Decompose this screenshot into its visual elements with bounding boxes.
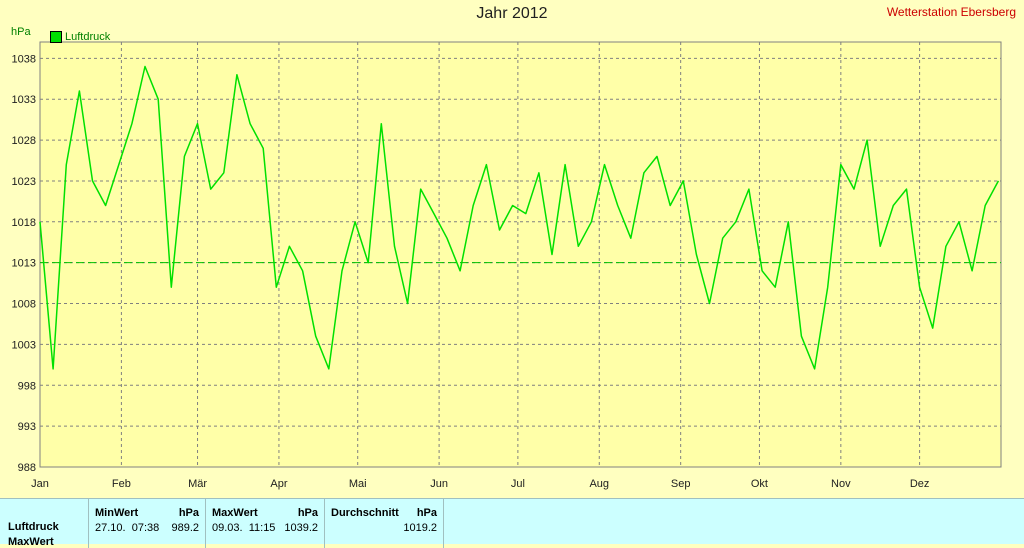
min-value: 989.2	[171, 522, 199, 534]
min-header: MinWert	[95, 507, 139, 519]
max-date: 09.03.	[212, 522, 243, 534]
avg-value: 1019.2	[403, 522, 437, 534]
y-tick-label: 1003	[12, 339, 36, 351]
min-unit: hPa	[178, 507, 199, 519]
stats-table: Luftdruck MaxWert MinWert hPa 27.10. 07:…	[0, 499, 1024, 548]
y-tick-label: 993	[18, 421, 36, 433]
legend-swatch	[50, 31, 62, 43]
y-tick-label: 1008	[12, 299, 36, 311]
x-tick-label: Mai	[349, 478, 367, 490]
legend-label: Luftdruck	[65, 31, 111, 43]
x-tick-label: Sep	[671, 478, 691, 490]
min-time: 07:38	[131, 522, 160, 534]
legend: Luftdruck	[50, 31, 110, 43]
row-label-luftdruck: Luftdruck	[8, 521, 59, 533]
stats-panel: Luftdruck MaxWert MinWert hPa 27.10. 07:…	[0, 498, 1024, 548]
chart-title: Jahr 2012	[476, 5, 548, 22]
max-value: 1039.2	[284, 522, 318, 534]
x-tick-label: Feb	[112, 478, 131, 490]
y-tick-label: 1033	[12, 94, 36, 106]
plot-area	[39, 41, 1002, 468]
y-tick-label: 1038	[12, 53, 36, 65]
row-label-maxwert: MaxWert	[8, 536, 54, 548]
max-time: 11:15	[248, 522, 276, 534]
min-date: 27.10.	[95, 522, 126, 534]
x-tick-label: Jan	[31, 478, 49, 490]
y-tick-labels: 988 993 998 1003 1008 1013 1018 1023 1028 1033 103…	[12, 53, 36, 474]
x-tick-label: Mär	[188, 478, 207, 490]
x-tick-labels: Jan Feb Mär Apr Mai Jun Jul Aug Sep Okt Nov Dez	[31, 478, 929, 490]
x-tick-label: Apr	[270, 478, 287, 490]
series-group	[39, 65, 1000, 370]
max-unit: hPa	[297, 507, 318, 519]
y-axis-unit: hPa	[11, 26, 31, 38]
avg-unit: hPa	[416, 507, 437, 519]
x-tick-label: Jul	[511, 478, 525, 490]
chart: 988 993 998 1003 1008 1013 1018 1023 1028 1033 103…	[12, 41, 1002, 490]
y-tick-label: 1018	[12, 217, 36, 229]
y-tick-label: 1023	[12, 176, 36, 188]
x-tick-label: Okt	[751, 478, 768, 490]
series-line-luftdruck	[39, 65, 1000, 370]
avg-header: Durchschnitt	[331, 507, 399, 519]
x-tick-label: Jun	[430, 478, 448, 490]
y-tick-label: 988	[18, 462, 36, 474]
y-tick-label: 1028	[12, 135, 36, 147]
station-name: Wetterstation Ebersberg	[886, 5, 1016, 19]
x-tick-label: Aug	[589, 478, 609, 490]
y-tick-label: 998	[18, 380, 36, 392]
x-tick-label: Nov	[831, 478, 851, 490]
y-tick-label: 1013	[12, 258, 36, 270]
max-header: MaxWert	[212, 507, 258, 519]
x-tick-label: Dez	[910, 478, 930, 490]
